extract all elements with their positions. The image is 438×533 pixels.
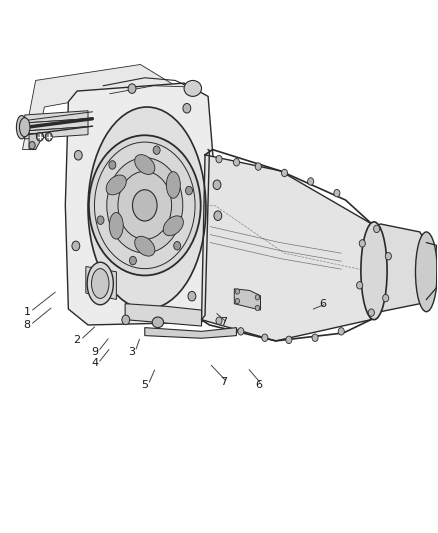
Circle shape (374, 225, 380, 232)
Ellipse shape (87, 262, 113, 305)
Circle shape (74, 150, 82, 160)
Text: 2: 2 (74, 335, 81, 345)
Ellipse shape (163, 216, 184, 236)
Polygon shape (22, 64, 184, 150)
Circle shape (128, 84, 136, 93)
Ellipse shape (132, 190, 157, 221)
Circle shape (338, 328, 344, 335)
Circle shape (262, 334, 268, 342)
Ellipse shape (135, 236, 155, 256)
Circle shape (368, 309, 374, 317)
Ellipse shape (16, 116, 27, 139)
Text: 6: 6 (255, 379, 262, 390)
Polygon shape (86, 266, 117, 300)
Circle shape (153, 146, 160, 155)
Circle shape (238, 328, 244, 335)
Circle shape (174, 241, 180, 250)
Polygon shape (367, 224, 431, 312)
Circle shape (235, 298, 240, 304)
Circle shape (183, 103, 191, 113)
Circle shape (383, 294, 389, 302)
Circle shape (357, 281, 363, 289)
Circle shape (312, 334, 318, 342)
Circle shape (255, 295, 260, 300)
Ellipse shape (152, 317, 163, 328)
Polygon shape (25, 119, 88, 131)
Circle shape (385, 253, 392, 260)
Circle shape (359, 240, 365, 247)
Text: 4: 4 (91, 358, 98, 368)
Circle shape (122, 315, 130, 325)
Circle shape (235, 289, 240, 294)
Polygon shape (25, 111, 88, 123)
Text: 3: 3 (128, 346, 135, 357)
Ellipse shape (416, 232, 437, 312)
Circle shape (216, 317, 222, 325)
Ellipse shape (88, 107, 206, 309)
Circle shape (255, 305, 260, 311)
Circle shape (307, 177, 314, 185)
Ellipse shape (184, 80, 201, 96)
Text: 7: 7 (220, 317, 227, 327)
Circle shape (213, 180, 221, 190)
Circle shape (255, 163, 261, 170)
Circle shape (334, 189, 340, 197)
Circle shape (216, 156, 222, 163)
Ellipse shape (19, 118, 30, 137)
Ellipse shape (109, 213, 123, 239)
Ellipse shape (107, 158, 183, 253)
Polygon shape (25, 127, 88, 139)
Text: 5: 5 (141, 379, 148, 390)
Text: 8: 8 (23, 320, 31, 330)
Polygon shape (29, 134, 40, 150)
Circle shape (72, 241, 80, 251)
Polygon shape (145, 328, 237, 338)
Circle shape (97, 216, 104, 224)
Polygon shape (65, 83, 214, 325)
Circle shape (282, 169, 288, 176)
Text: 7: 7 (220, 377, 227, 387)
Circle shape (109, 160, 116, 169)
Text: 6: 6 (319, 298, 326, 309)
Circle shape (129, 256, 136, 265)
Ellipse shape (89, 135, 201, 276)
Circle shape (186, 187, 193, 195)
Circle shape (36, 133, 43, 141)
Circle shape (233, 159, 240, 166)
Ellipse shape (135, 155, 155, 174)
Circle shape (29, 142, 35, 149)
Circle shape (188, 292, 196, 301)
Text: 1: 1 (23, 306, 30, 317)
Polygon shape (201, 155, 372, 341)
Circle shape (214, 211, 222, 221)
Text: 9: 9 (91, 346, 98, 357)
Ellipse shape (106, 175, 126, 195)
Polygon shape (234, 289, 261, 310)
Circle shape (286, 336, 292, 344)
Ellipse shape (166, 172, 180, 198)
Ellipse shape (361, 222, 387, 320)
Ellipse shape (92, 269, 109, 298)
Circle shape (45, 133, 52, 141)
Polygon shape (125, 304, 201, 326)
